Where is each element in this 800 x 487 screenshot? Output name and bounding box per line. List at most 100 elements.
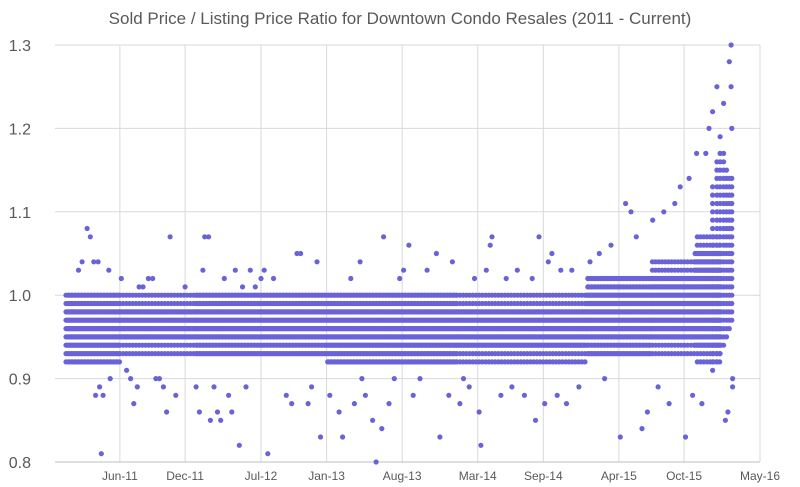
data-point <box>218 417 224 423</box>
data-point <box>549 250 555 257</box>
data-point <box>703 150 709 156</box>
data-point <box>514 267 520 273</box>
data-point <box>729 317 735 323</box>
data-point <box>258 275 264 282</box>
data-point <box>457 401 463 407</box>
data-point <box>729 175 735 181</box>
data-point <box>200 267 206 273</box>
data-point <box>721 150 727 156</box>
data-point <box>173 392 179 398</box>
data-point <box>70 309 76 315</box>
data-point <box>150 275 156 282</box>
data-point <box>729 275 735 282</box>
data-point <box>717 134 723 140</box>
data-point <box>357 259 363 265</box>
data-point <box>694 150 700 156</box>
data-point <box>714 359 720 365</box>
data-point <box>359 376 365 382</box>
data-point <box>107 376 113 382</box>
data-point <box>283 392 289 398</box>
data-point <box>196 409 202 415</box>
data-point <box>728 84 734 90</box>
data-point <box>487 242 493 248</box>
data-points <box>63 42 736 465</box>
chart-title: Sold Price / Listing Price Ratio for Dow… <box>109 9 692 28</box>
data-point <box>229 409 235 415</box>
data-point <box>563 401 570 407</box>
data-point <box>156 376 162 382</box>
data-point <box>211 384 217 390</box>
data-point <box>729 300 735 307</box>
x-tick-label: Oct-15 <box>666 469 702 483</box>
data-point <box>714 84 720 90</box>
data-point <box>729 284 735 290</box>
data-point <box>298 250 304 257</box>
x-tick-label: Jun-11 <box>102 469 138 483</box>
data-point <box>729 259 735 265</box>
data-point <box>536 234 542 240</box>
data-point <box>206 234 212 240</box>
data-point <box>433 250 439 257</box>
data-point <box>710 367 716 373</box>
data-point <box>87 234 93 240</box>
gridlines <box>55 44 761 462</box>
data-point <box>503 275 509 282</box>
data-point <box>725 409 731 415</box>
data-point <box>529 275 535 282</box>
data-point <box>587 259 593 265</box>
data-point <box>478 442 484 448</box>
x-tick-labels: Jun-11 Dec-11 Jul-12 Jan-13 Aug-13 Mar-14 Sep-… <box>102 469 780 483</box>
y-tick-label: 1.2 <box>9 121 31 138</box>
data-point <box>406 242 412 248</box>
data-point <box>729 209 735 215</box>
data-point <box>650 217 656 223</box>
data-point <box>373 459 379 465</box>
data-point <box>723 334 730 340</box>
data-point <box>729 217 735 223</box>
data-point <box>729 292 735 298</box>
x-tick-label: Dec-11 <box>166 469 204 483</box>
data-point <box>305 401 311 407</box>
y-tick-labels: 0.80.91.01.11.21.3 <box>9 38 31 472</box>
data-point <box>471 275 478 282</box>
data-point <box>666 401 672 407</box>
data-point <box>236 442 242 448</box>
data-point <box>721 342 727 348</box>
data-point <box>437 434 443 440</box>
data-point <box>317 434 324 440</box>
data-point <box>596 250 602 257</box>
x-tick-label: Jul-12 <box>245 469 278 483</box>
data-point <box>381 234 387 240</box>
data-point <box>532 417 539 423</box>
x-tick-label: Apr-15 <box>601 469 637 483</box>
data-point <box>729 192 735 198</box>
data-point <box>602 376 608 382</box>
data-point <box>214 409 221 415</box>
data-point <box>424 267 430 273</box>
data-point <box>729 200 735 207</box>
data-point <box>232 267 238 273</box>
data-point <box>116 359 123 365</box>
data-point <box>617 434 623 440</box>
data-point <box>362 392 368 398</box>
data-point <box>265 451 271 457</box>
data-point <box>729 242 735 248</box>
data-point <box>726 326 732 332</box>
y-tick-label: 0.8 <box>9 455 31 472</box>
data-point <box>164 409 170 415</box>
data-point <box>207 417 213 423</box>
data-point <box>247 267 253 273</box>
data-point <box>340 434 346 440</box>
data-point <box>521 392 528 398</box>
data-point <box>160 384 166 390</box>
data-point <box>401 267 407 273</box>
data-point <box>489 234 495 240</box>
data-point <box>699 401 705 407</box>
data-point <box>730 384 736 390</box>
data-point <box>124 367 130 373</box>
data-point <box>98 451 104 457</box>
data-point <box>106 267 112 273</box>
data-point <box>509 384 515 390</box>
data-point <box>729 234 735 240</box>
